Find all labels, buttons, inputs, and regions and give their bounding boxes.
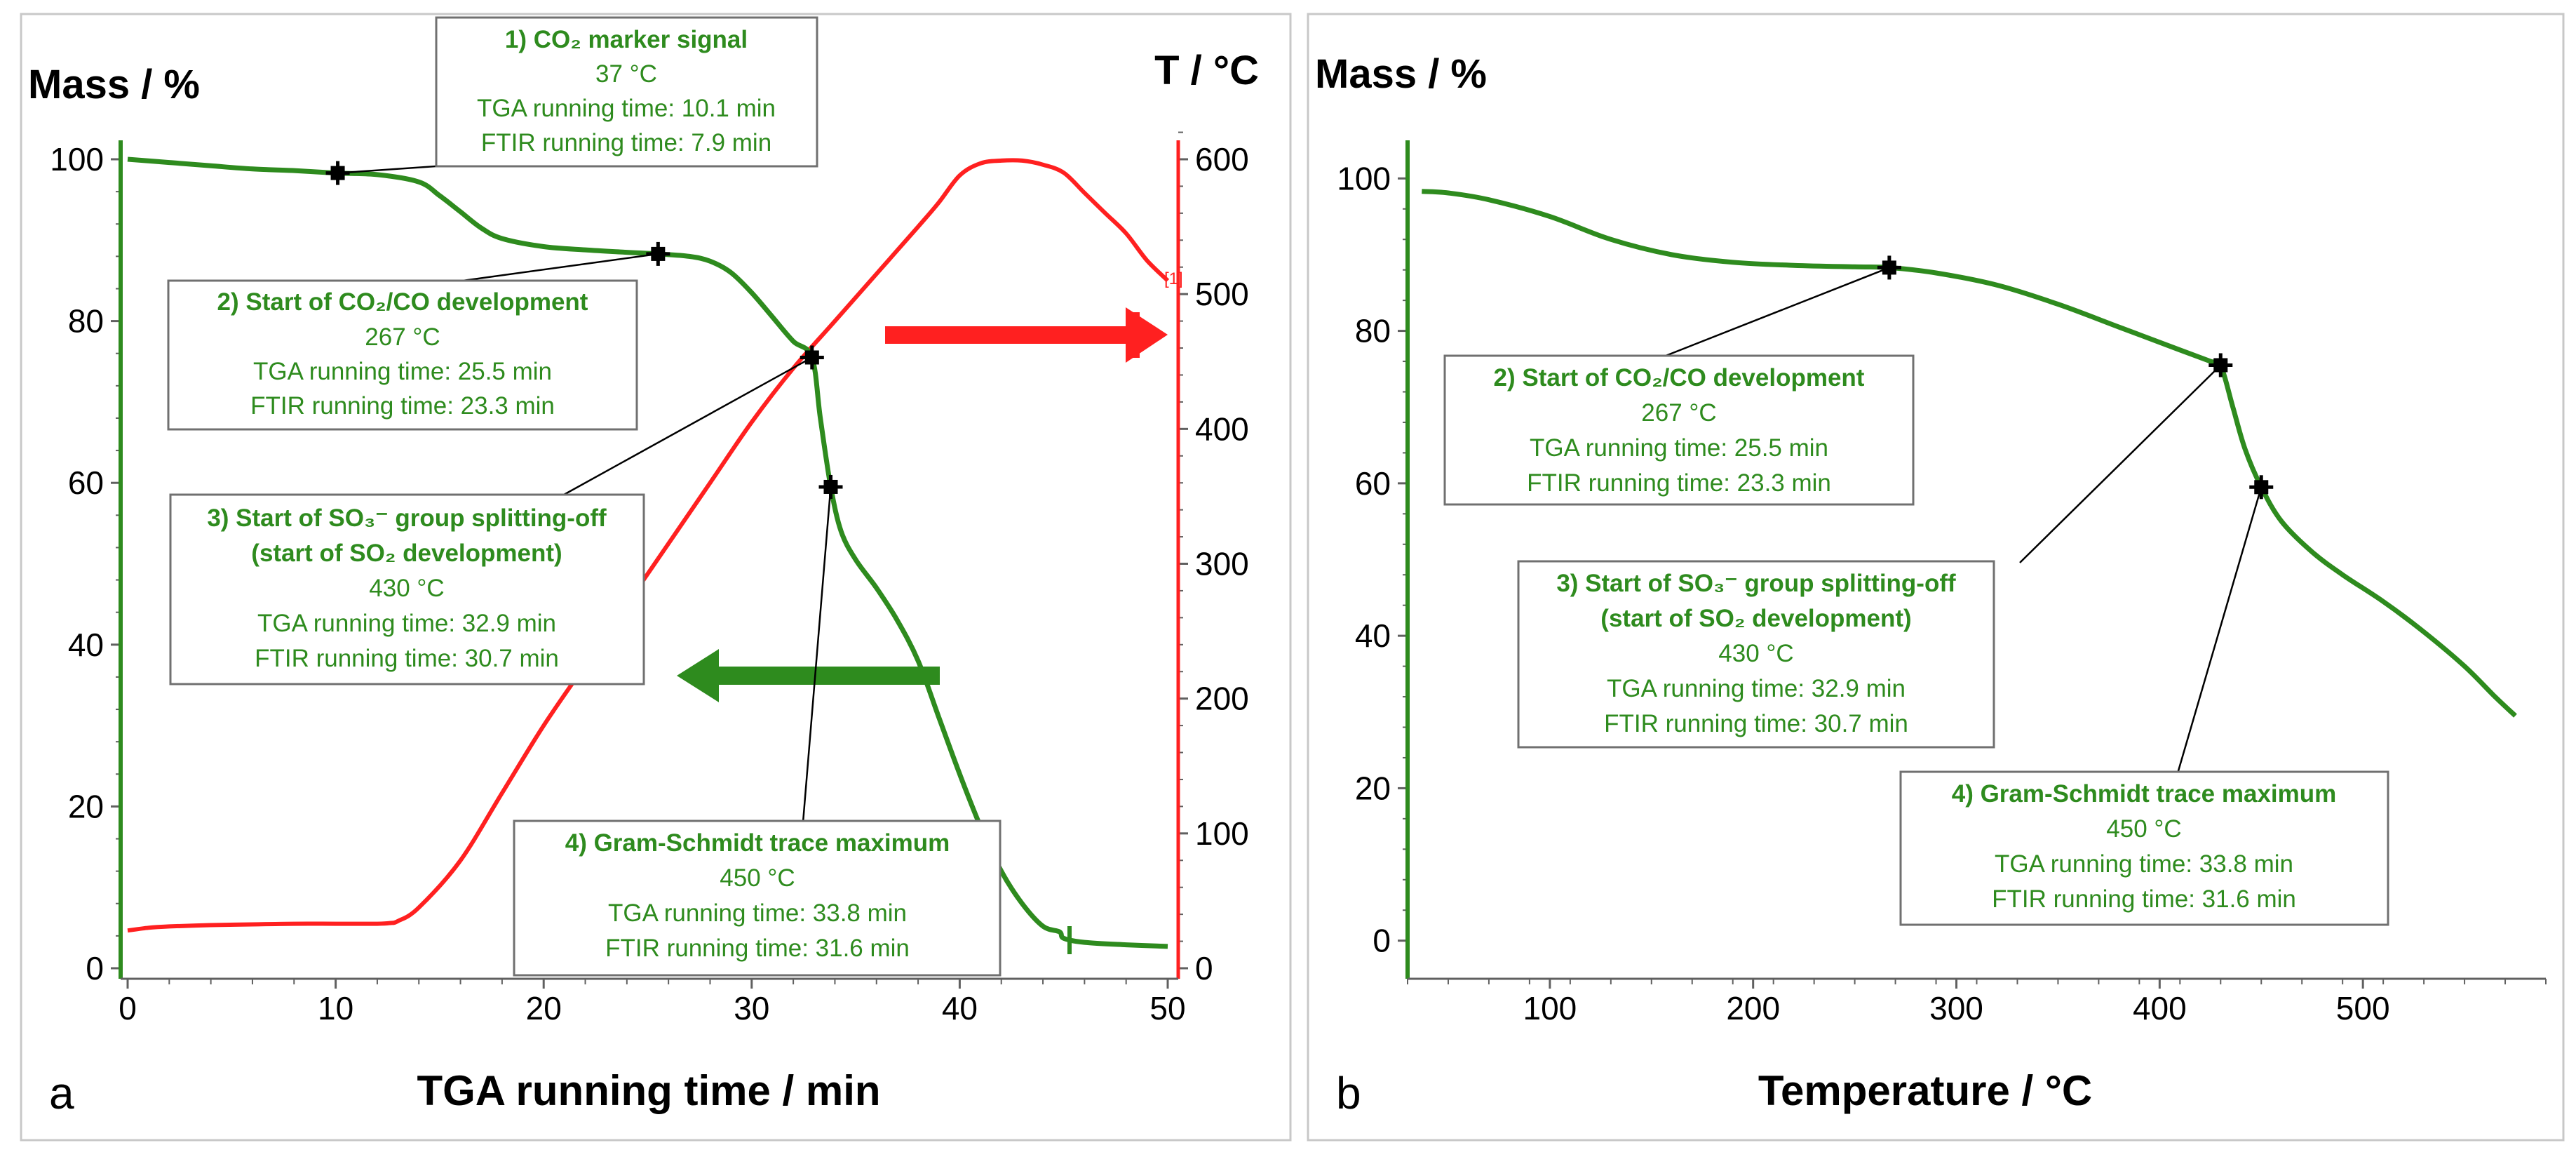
y-tick-label-right: 600 xyxy=(1195,141,1249,178)
annotation-temp: 267 °C xyxy=(365,323,440,351)
y-tick-label-left: 60 xyxy=(68,464,104,501)
panel-a-annotation-4: 4) Gram-Schmidt trace maximum 450 °C TGA… xyxy=(513,820,1002,977)
annotation-title-2: (start of SO₂ development) xyxy=(1600,605,1911,632)
annotation-temp: 430 °C xyxy=(1718,640,1793,667)
x-tick-label: 100 xyxy=(1523,990,1577,1026)
annotation-ftir: FTIR running time: 23.3 min xyxy=(250,392,555,420)
annotation-title: 3) Start of SO₃⁻ group splitting-off xyxy=(1556,570,1956,597)
x-tick-label: 300 xyxy=(1929,990,1983,1026)
panel-b-label: b xyxy=(1336,1068,1361,1118)
annotation-tga: TGA running time: 25.5 min xyxy=(253,358,552,385)
y-tick-label-right: 400 xyxy=(1195,410,1249,447)
y-tick-label-right: 0 xyxy=(1195,950,1213,986)
x-tick-label: 0 xyxy=(119,990,137,1026)
annotation-ftir: FTIR running time: 30.7 min xyxy=(1604,710,1908,737)
annotation-title: 4) Gram-Schmidt trace maximum xyxy=(1952,780,2337,808)
panel-b-annotation-3: 3) Start of SO₃⁻ group splitting-off (st… xyxy=(1517,560,1995,749)
leader-line xyxy=(2176,486,2263,774)
y-tick-label-right: 100 xyxy=(1195,815,1249,852)
annotation-temp: 37 °C xyxy=(595,60,657,88)
annotation-title: 3) Start of SO₃⁻ group splitting-off xyxy=(207,504,607,532)
annotation-tga: TGA running time: 10.1 min xyxy=(477,95,776,122)
annotation-title: 1) CO₂ marker signal xyxy=(505,26,748,53)
x-tick-label: 10 xyxy=(318,990,353,1026)
annotation-title-2: (start of SO₂ development) xyxy=(251,540,562,567)
leader-line xyxy=(462,253,659,282)
annotation-ftir: FTIR running time: 31.6 min xyxy=(1992,885,2296,913)
panel-a-markers xyxy=(325,161,843,499)
y-tick-label-left: 40 xyxy=(68,627,104,663)
y-tick-label-left: 0 xyxy=(1373,923,1391,959)
annotation-temp: 430 °C xyxy=(369,575,444,602)
y-tick-label-right: 300 xyxy=(1195,546,1249,582)
panel-b-ticks: 100 200 300 400 500 0 20 40 60 80 100 xyxy=(1337,160,2547,1026)
y-tick-label-right: 200 xyxy=(1195,681,1249,717)
panel-b-leader-lines xyxy=(1661,267,2263,774)
annotation-temp: 450 °C xyxy=(2106,815,2181,843)
leader-line xyxy=(1661,267,1890,359)
annotation-ftir: FTIR running time: 30.7 min xyxy=(255,645,559,672)
panel-a-xlabel: TGA running time / min xyxy=(417,1067,880,1114)
x-tick-label: 400 xyxy=(2133,990,2187,1026)
y-tick-label-right: 500 xyxy=(1195,276,1249,312)
x-tick-label: 200 xyxy=(1726,990,1780,1026)
leader-line xyxy=(2019,364,2222,563)
x-tick-label: 40 xyxy=(942,990,978,1026)
panel-b-annotation-4: 4) Gram-Schmidt trace maximum 450 °C TGA… xyxy=(1899,770,2389,926)
panel-a-temperature-line xyxy=(127,158,1170,933)
leader-line xyxy=(802,486,832,823)
annotation-ftir: FTIR running time: 7.9 min xyxy=(481,129,771,156)
panel-a: 0 10 20 30 40 5002040608010001002003004005006… xyxy=(28,16,1259,1118)
x-tick-label: 20 xyxy=(526,990,562,1026)
annotation-temp: 267 °C xyxy=(1641,399,1716,427)
panel-b-annotation-2: 2) Start of CO₂/CO development 267 °C TG… xyxy=(1443,354,1915,506)
y-tick-label-left: 0 xyxy=(86,950,104,986)
annotation-ftir: FTIR running time: 23.3 min xyxy=(1527,469,1831,497)
temperature-axis-arrow xyxy=(885,307,1168,363)
annotation-ftir: FTIR running time: 31.6 min xyxy=(605,935,910,962)
panel-b-mass-line xyxy=(1422,189,2517,718)
y-tick-label-left: 20 xyxy=(1355,770,1391,806)
y-tick-label-left: 100 xyxy=(1337,160,1391,196)
y-tick-label-left: 80 xyxy=(1355,313,1391,349)
panel-a-annotation-3: 3) Start of SO₃⁻ group splitting-off (st… xyxy=(169,493,645,685)
panel-a-annotation-1: 1) CO₂ marker signal 37 °C TGA running t… xyxy=(435,16,818,168)
panel-a-annotation-2: 2) Start of CO₂/CO development 267 °C TG… xyxy=(167,279,638,431)
panel-b-ylabel-left: Mass / % xyxy=(1315,51,1487,97)
y-tick-label-left: 20 xyxy=(68,788,104,824)
annotation-title: 4) Gram-Schmidt trace maximum xyxy=(565,829,950,857)
annotation-tga: TGA running time: 33.8 min xyxy=(608,899,907,927)
annotation-tga: TGA running time: 32.9 min xyxy=(257,610,556,637)
annotation-tga: TGA running time: 25.5 min xyxy=(1530,434,1828,462)
y-tick-label-left: 60 xyxy=(1355,465,1391,502)
y-tick-label-left: 40 xyxy=(1355,617,1391,654)
annotation-tga: TGA running time: 32.9 min xyxy=(1607,675,1906,702)
panel-a-ylabel-right: T / °C xyxy=(1154,48,1259,93)
annotation-tga: TGA running time: 33.8 min xyxy=(1995,850,2293,878)
y-tick-label-left: 80 xyxy=(68,303,104,340)
panel-b: 100 200 300 400 500 0 20 40 60 80 100 Mass / % Tem… xyxy=(1315,51,2547,1118)
panel-a-ylabel-left: Mass / % xyxy=(28,62,200,107)
annotation-temp: 450 °C xyxy=(720,864,795,892)
x-tick-label: 30 xyxy=(734,990,769,1026)
annotation-title: 2) Start of CO₂/CO development xyxy=(1494,364,1865,392)
mass-axis-arrow xyxy=(677,649,940,702)
panel-a-label: a xyxy=(49,1068,74,1118)
x-tick-label: 500 xyxy=(2336,990,2390,1026)
x-tick-label: 50 xyxy=(1149,990,1185,1026)
panel-a-mass-line xyxy=(127,156,1168,949)
panel-b-xlabel: Temperature / °C xyxy=(1758,1067,2092,1114)
leader-line xyxy=(557,356,813,500)
panel-b-markers xyxy=(1877,255,2274,500)
annotation-title: 2) Start of CO₂/CO development xyxy=(217,288,588,316)
y-tick-label-left: 100 xyxy=(50,141,104,178)
